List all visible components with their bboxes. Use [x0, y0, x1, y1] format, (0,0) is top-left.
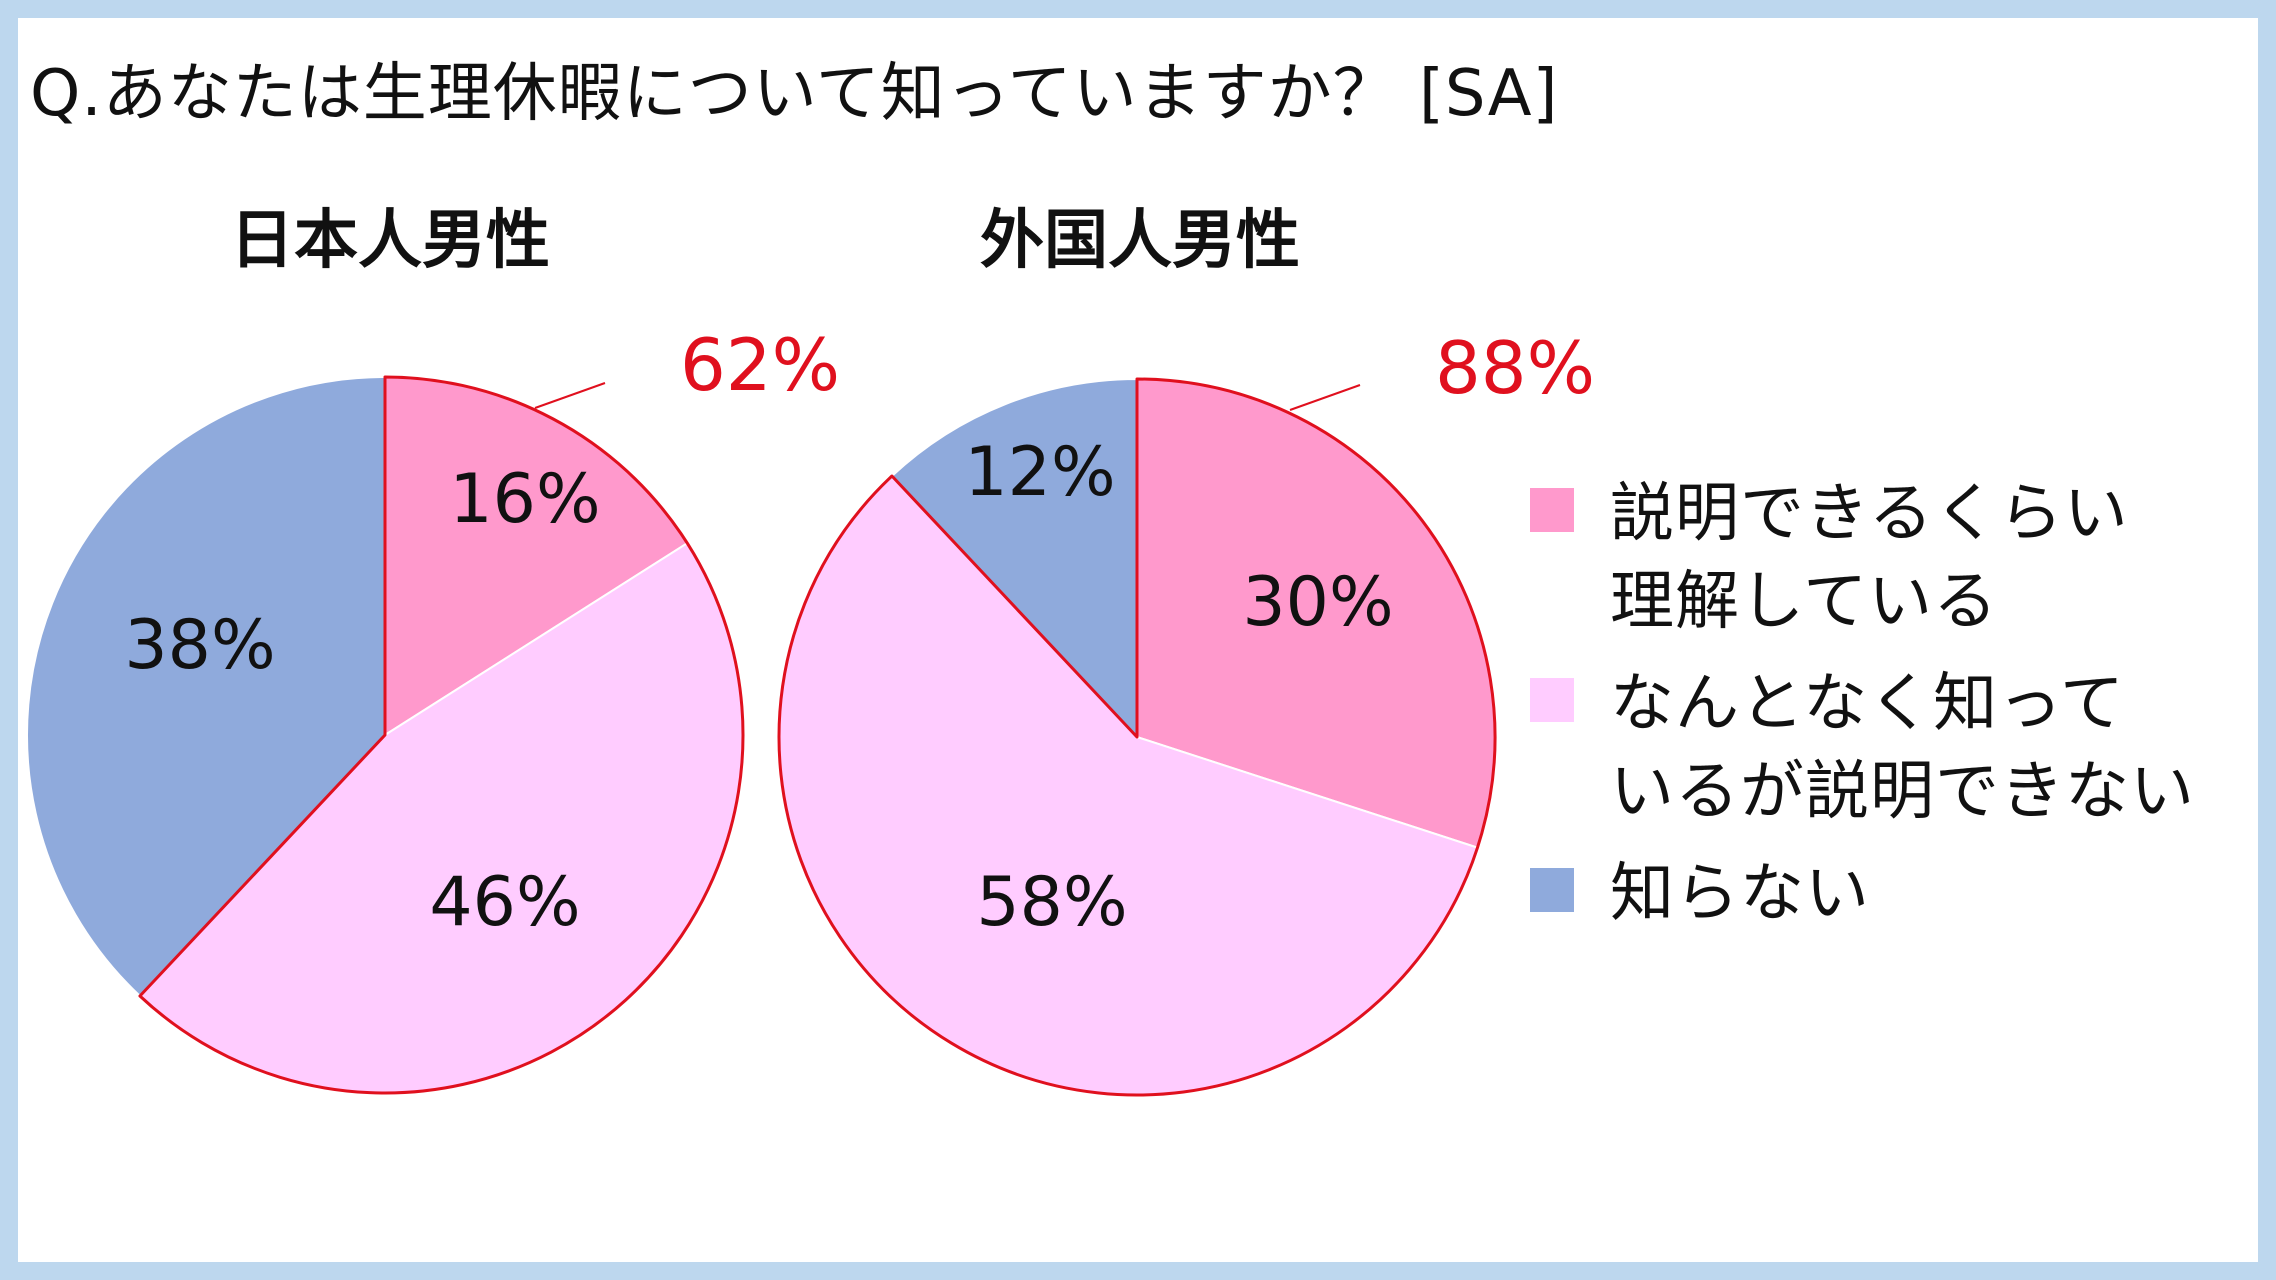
- pie-slice-do-not-know: [890, 377, 1138, 740]
- legend-label: なんとなく知って いるが説明できない: [1610, 667, 2195, 829]
- legend-swatch: [1530, 678, 1574, 722]
- legend-label: 知らない: [1610, 857, 1870, 931]
- slice-label-vaguely-know: 58%: [976, 863, 1127, 942]
- slice-label-do-not-know: 38%: [124, 606, 275, 685]
- callout-total-label: 62%: [680, 323, 840, 407]
- slice-label-do-not-know: 12%: [964, 433, 1115, 512]
- callout-total-label: 88%: [1435, 326, 1595, 410]
- aware-outline: [138, 375, 745, 1095]
- slice-label-vaguely-know: 46%: [429, 863, 580, 942]
- legend-swatch: [1530, 868, 1574, 912]
- pie-chart-foreign-men: 外国人男性 88% 30% 58% 12%: [777, 204, 1595, 1097]
- legend-label: 説明できるくらい 理解している: [1610, 477, 2129, 639]
- legend-item-can-explain: 説明できるくらい 理解している: [1530, 470, 2270, 646]
- legend-swatch: [1530, 488, 1574, 532]
- chart-title-japanese-men: 日本人男性: [230, 204, 550, 278]
- aware-outline: [777, 377, 1497, 1097]
- legend: 説明できるくらい 理解している なんとなく知って いるが説明できない 知らない: [1530, 470, 2270, 952]
- callout-leader-line: [1289, 384, 1361, 411]
- chart-title-foreign-men: 外国人男性: [980, 204, 1300, 278]
- callout-leader-line: [534, 382, 606, 409]
- question-title: Q.あなたは生理休暇について知っていますか？ [SA]: [30, 57, 1559, 131]
- pie-chart-japanese-men: 日本人男性 62% 16% 46% 38%: [26, 204, 840, 1095]
- slice-label-can-explain: 30%: [1242, 563, 1393, 642]
- slice-label-can-explain: 16%: [449, 460, 600, 539]
- legend-item-vaguely-know: なんとなく知って いるが説明できない: [1530, 660, 2270, 836]
- pie-slice-do-not-know: [26, 375, 386, 998]
- legend-item-do-not-know: 知らない: [1530, 850, 2270, 938]
